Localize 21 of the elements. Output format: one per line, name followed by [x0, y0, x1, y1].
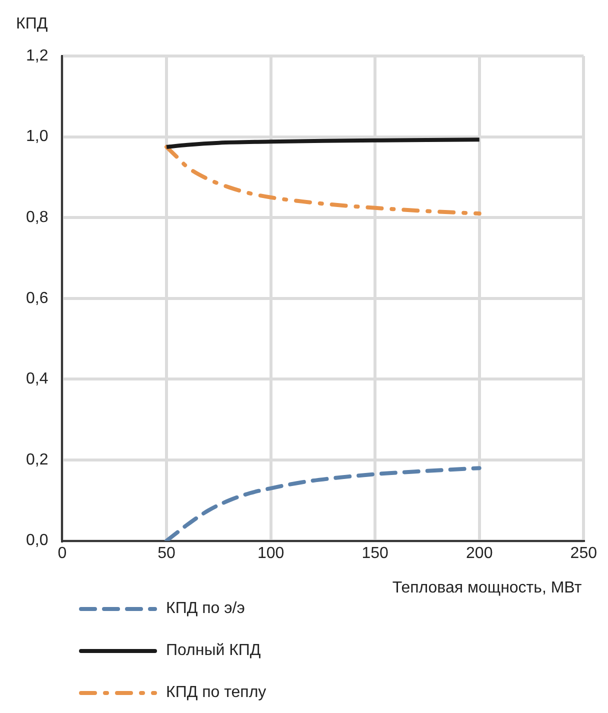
y-tick-label: 1,2 [26, 47, 48, 64]
x-tick-label: 250 [570, 544, 598, 562]
legend-label: КПД по теплу [166, 684, 266, 702]
y-tick-label: 0,0 [26, 532, 48, 550]
x-tick-label: 100 [257, 544, 284, 562]
x-tick-label: 200 [466, 544, 493, 562]
legend-label: Полный КПД [166, 642, 261, 660]
legend-label: КПД по э/э [166, 600, 245, 618]
x-tick-label: 50 [158, 544, 176, 562]
y-tick-label: 0,2 [26, 451, 48, 468]
y-tick-label: 1,0 [26, 128, 48, 146]
x-tick-label: 150 [362, 544, 389, 562]
y-tick-label: 0,8 [26, 209, 48, 226]
y-axis-title: КПД [16, 15, 48, 32]
line-series [164, 466, 482, 541]
x-tick-label: 0 [58, 544, 67, 562]
y-tick-label: 0,6 [26, 290, 48, 307]
line-series [164, 138, 482, 149]
y-tick-label: 0,4 [26, 370, 48, 388]
line-series [164, 144, 482, 216]
x-axis-title: Тепловая мощность, МВт [392, 579, 582, 596]
